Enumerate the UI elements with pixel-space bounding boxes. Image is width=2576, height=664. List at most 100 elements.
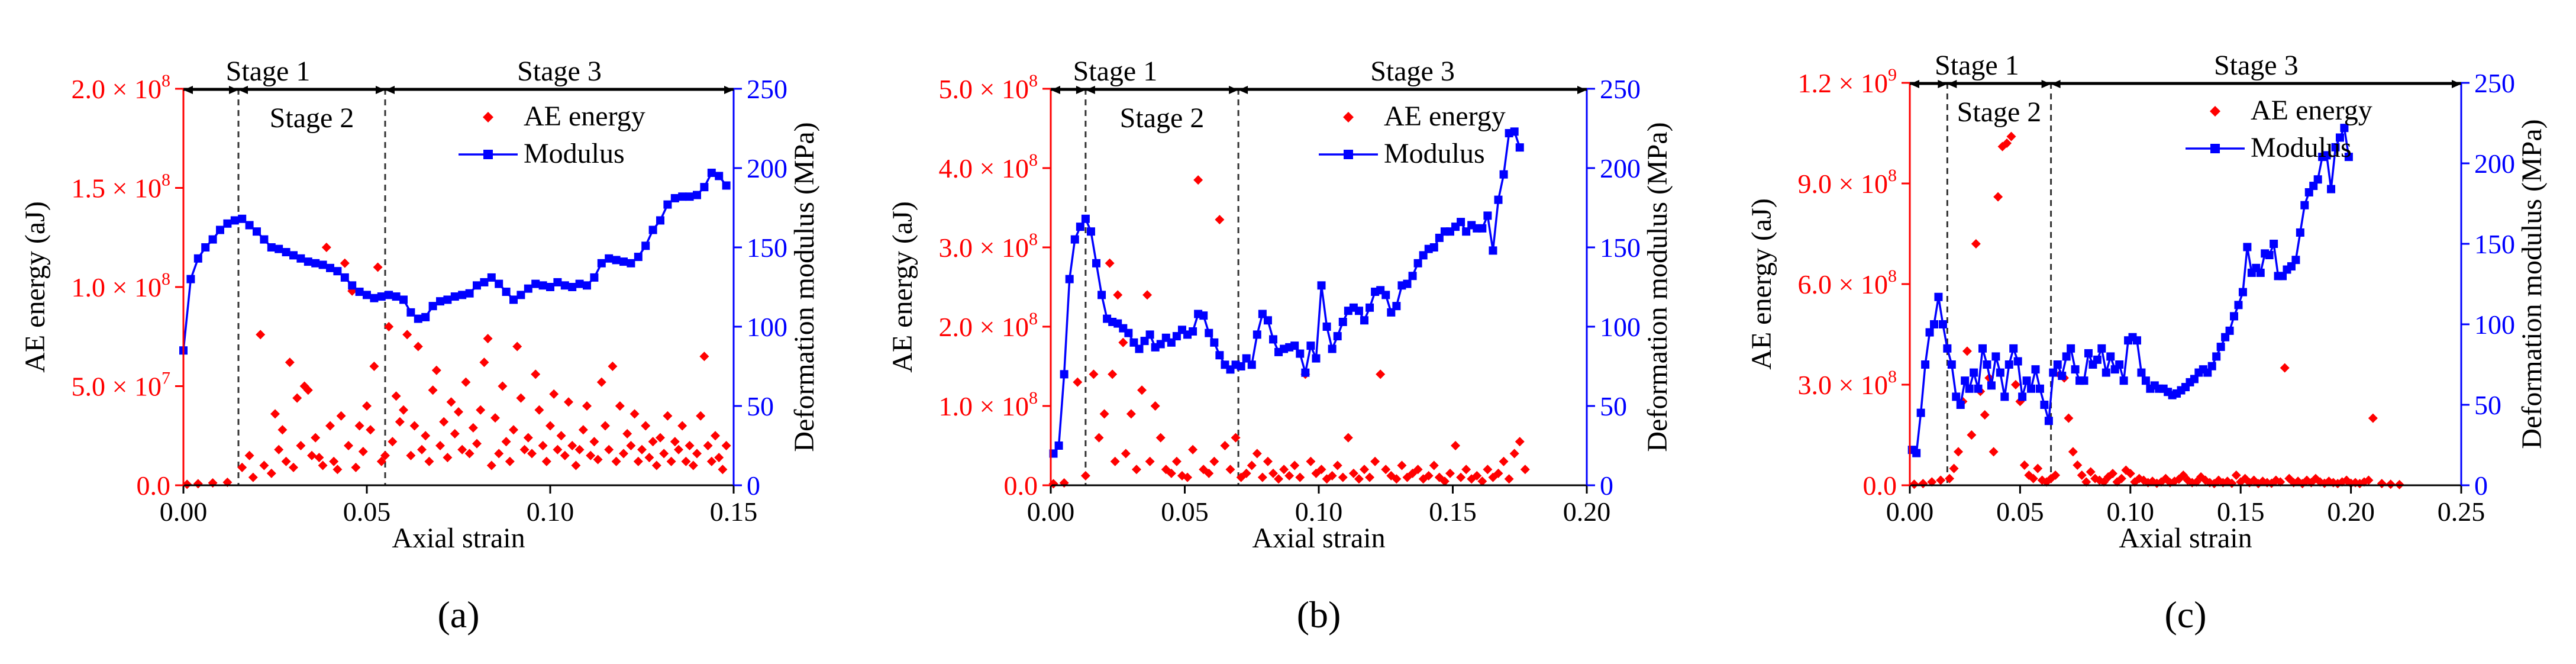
modulus-point [282,248,290,257]
legend-energy-symbol [1343,112,1354,123]
energy-point [688,460,698,470]
y-right-tick-label: 100 [2474,310,2515,340]
modulus-point [2018,392,2027,401]
y-right-tick-label: 150 [2474,229,2515,259]
energy-point [2364,475,2374,485]
energy-point [519,444,530,455]
energy-point [1059,478,1069,488]
modulus-point [1515,143,1524,152]
modulus-point [1970,368,1978,377]
energy-point [560,450,570,460]
modulus-line [1053,130,1521,455]
energy-point [2010,380,2020,389]
energy-point [711,431,720,441]
energy-point [486,460,496,470]
y-right-tick-label: 150 [747,233,787,263]
stage-arrowhead [2051,80,2061,88]
y-right-tick-label: 250 [2474,68,2515,98]
modulus-point [260,235,269,244]
energy-point [1105,258,1115,268]
modulus-point [2313,175,2322,184]
energy-point [1504,474,1514,484]
stage-arrowhead [183,86,193,94]
modulus-point [245,221,254,230]
energy-point [509,425,518,435]
modulus-point [2309,182,2318,191]
energy-point [303,385,313,395]
energy-point [1257,472,1267,482]
energy-point [615,401,625,411]
energy-point [237,462,247,472]
energy-point [208,478,218,488]
energy-point [714,453,724,463]
energy-point [468,423,478,433]
energy-point [527,449,537,459]
energy-point [1461,465,1471,475]
y-left-tick-label: 9.0 × 108 [1798,166,1897,199]
energy-point [637,444,647,455]
stage-arrowhead [1238,86,1248,94]
modulus-point [1429,243,1438,252]
energy-point [1945,473,1955,484]
stage-label: Stage 1 [226,56,311,87]
modulus-point [2022,376,2031,385]
energy-point [2081,477,2091,487]
modulus-point [406,308,415,317]
x-tick-label: 0.00 [1886,497,1934,527]
modulus-point [1268,335,1277,344]
stage-arrowhead [1085,86,1095,94]
modulus-point [2265,251,2274,260]
energy-point [1193,175,1203,185]
energy-point [718,465,728,475]
modulus-point [2053,360,2062,369]
energy-point [1073,377,1083,387]
y-left-tick-label: 0.0 [1863,470,1897,501]
x-axis-label: Axial strain [1252,523,1385,554]
modulus-point [186,275,195,283]
modulus-point [1510,127,1519,136]
energy-point [564,397,573,407]
modulus-point [1483,211,1492,220]
energy-point [395,417,405,427]
energy-point [428,385,438,395]
energy-point [1370,456,1380,466]
energy-point [1451,441,1461,450]
y-left-tick-label: 6.0 × 108 [1798,266,1897,299]
modulus-point [1237,362,1245,370]
modulus-point [208,235,217,244]
energy-point [1118,337,1128,347]
modulus-point [392,292,401,301]
modulus-point [1145,330,1154,339]
energy-point [1155,433,1166,443]
modulus-point [1991,352,2000,361]
energy-point [1445,468,1455,478]
energy-point [329,456,339,466]
modulus-point [2013,357,2022,366]
modulus-point [1060,370,1069,379]
modulus-point [2119,376,2128,385]
energy-point [608,362,618,371]
energy-point [534,405,544,415]
modulus-point [2009,344,2018,353]
modulus-point [634,253,643,262]
energy-point [1509,449,1519,459]
energy-point [619,449,628,459]
modulus-point [1360,316,1369,325]
energy-point [1113,290,1123,300]
y-left-tick-label: 1.0 × 108 [72,269,170,302]
energy-point [1381,465,1391,475]
modulus-point [1296,349,1305,358]
energy-point [402,330,412,340]
modulus-point [1965,384,1974,393]
energy-point [2275,477,2286,487]
modulus-point [1930,320,1939,328]
energy-point [1439,476,1450,486]
x-tick-label: 0.15 [2217,497,2265,527]
modulus-point [223,219,232,228]
energy-point [1166,468,1176,478]
energy-point [2086,467,2096,477]
stage-label: Stage 3 [1370,56,1455,87]
energy-point [1209,456,1219,466]
energy-point [1150,401,1160,411]
energy-point [406,450,416,460]
